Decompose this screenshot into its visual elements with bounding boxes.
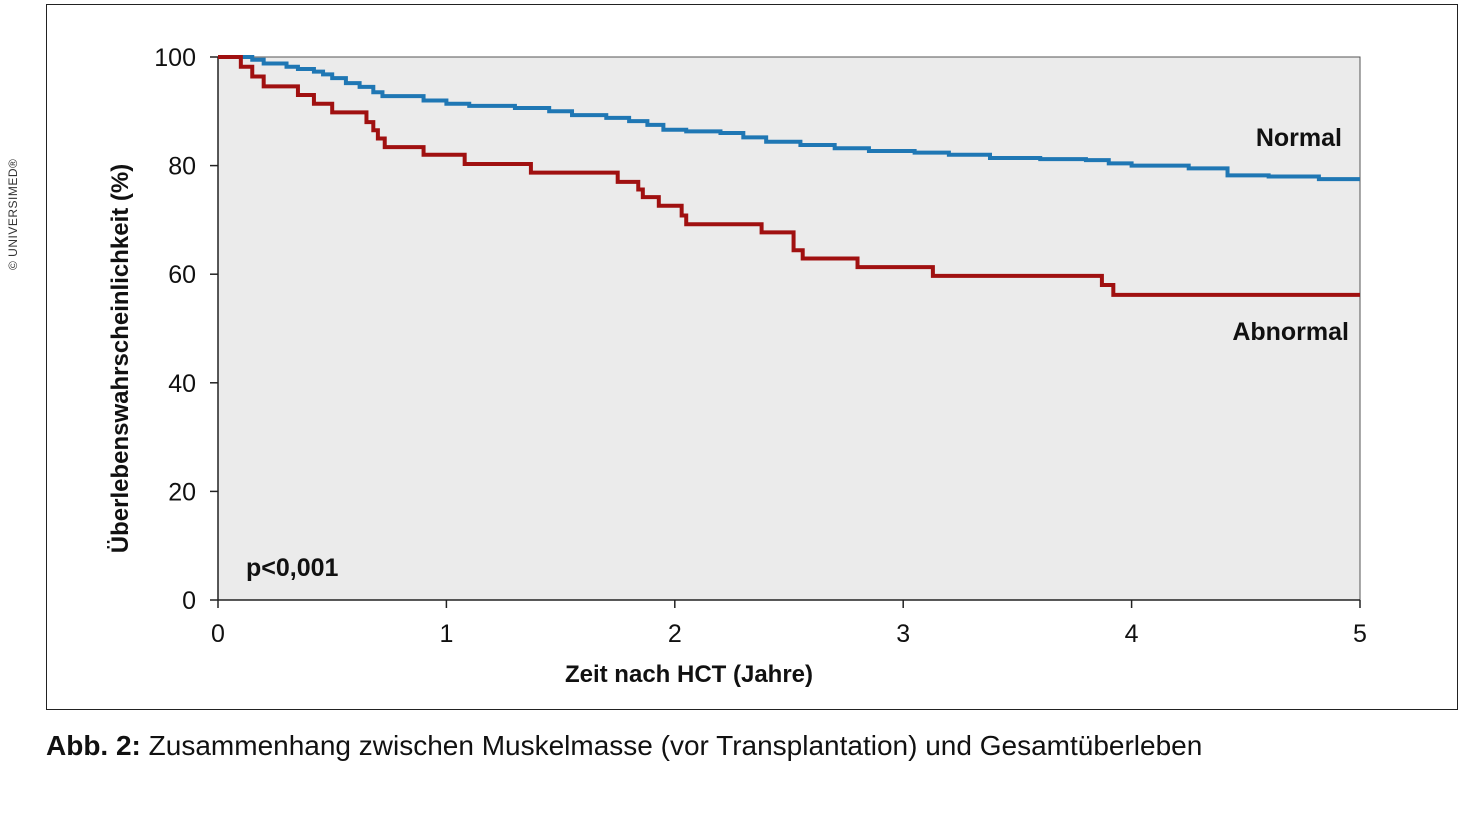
p-value-annotation: p<0,001 [246,554,339,582]
x-tick-label: 1 [439,620,453,648]
caption-label: Abb. 2: [46,730,141,761]
plot-area [217,56,1361,601]
series-line-abnormal [218,55,1360,297]
caption-text: Zusammenhang zwischen Muskelmasse (vor T… [140,730,1203,761]
y-axis-label: Überlebenswahrscheinlichkeit (%) [107,164,134,553]
x-tick-label: 3 [896,620,910,648]
y-tick-label: 0 [182,587,196,615]
x-axis-label: Zeit nach HCT (Jahre) [565,661,813,688]
x-tick-label: 0 [211,620,225,648]
x-tick-label: 2 [668,620,682,648]
x-tick-label: 5 [1353,620,1367,648]
survival-chart: 0 20 40 60 80 100 0 1 2 3 4 5 Zeit nach HCT (Jahre) Ü… [107,44,1367,688]
series-label-abnormal: Abnormal [1232,318,1349,346]
series-line-normal [218,55,1360,182]
y-tick-label: 20 [168,478,196,506]
y-tick-label: 80 [168,153,196,181]
chart-frame [46,4,1458,710]
y-tick-label: 60 [168,261,196,289]
x-tick-label: 4 [1125,620,1139,648]
series-label-normal: Normal [1256,124,1342,152]
y-tick-label: 100 [154,44,196,72]
figure-caption: Abb. 2: Zusammenhang zwischen Muskelmass… [46,730,1202,762]
y-tick-label: 40 [168,370,196,398]
